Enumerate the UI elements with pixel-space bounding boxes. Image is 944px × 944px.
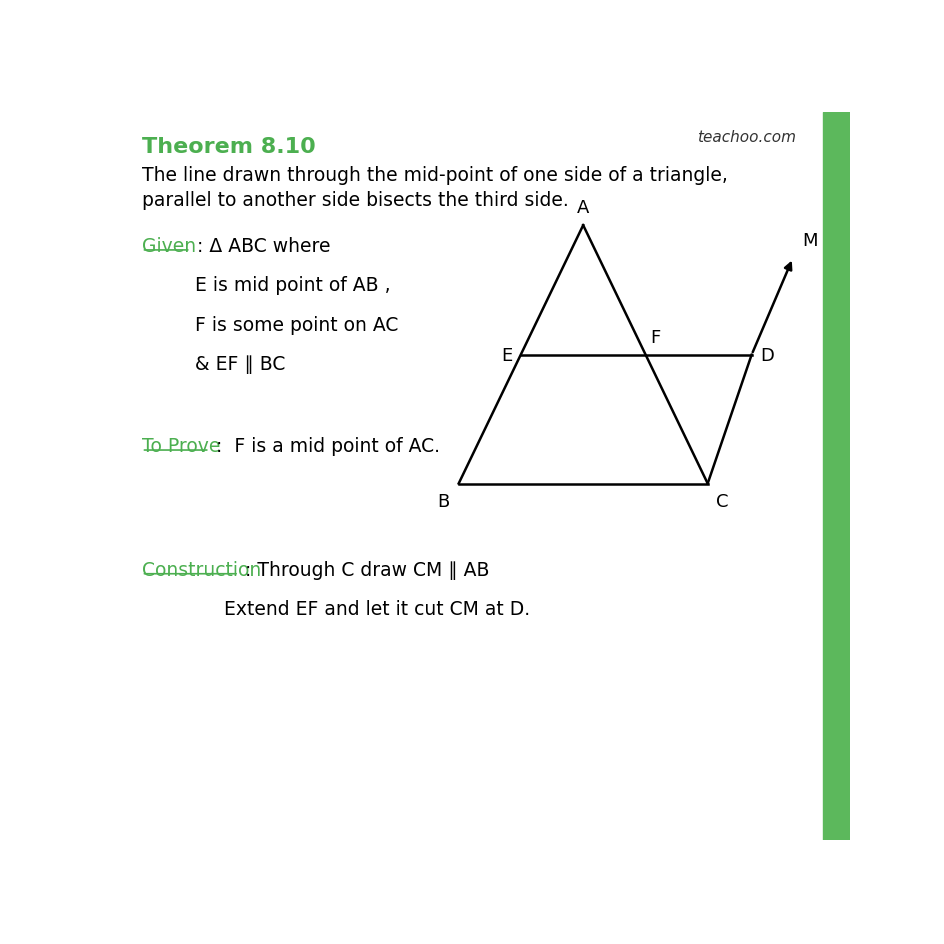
Text: A: A	[577, 199, 589, 217]
Text: parallel to another side bisects the third side.: parallel to another side bisects the thi…	[142, 191, 567, 210]
Text: To Prove: To Prove	[142, 437, 220, 456]
Text: teachoo.com: teachoo.com	[696, 130, 795, 145]
Bar	[822, 113, 850, 840]
Text: E: E	[500, 346, 512, 364]
Text: B: B	[437, 493, 449, 511]
Text: Construction: Construction	[142, 561, 261, 580]
Text: D: D	[760, 346, 773, 364]
Text: E is mid point of AB ,: E is mid point of AB ,	[194, 276, 390, 295]
Text: Theorem 8.10: Theorem 8.10	[142, 137, 315, 158]
Text: F is some point on AC: F is some point on AC	[194, 315, 398, 334]
Text: The line drawn through the mid-point of one side of a triangle,: The line drawn through the mid-point of …	[142, 165, 727, 185]
Text: Extend EF and let it cut CM at D.: Extend EF and let it cut CM at D.	[224, 599, 530, 618]
Text: F: F	[649, 329, 659, 346]
Text: & EF ∥ BC: & EF ∥ BC	[194, 355, 285, 374]
Text: Given: Given	[142, 237, 195, 256]
Text: :  F is a mid point of AC.: : F is a mid point of AC.	[210, 437, 439, 456]
Text: : Δ ABC where: : Δ ABC where	[191, 237, 329, 256]
Text: : Through C draw CM ∥ AB: : Through C draw CM ∥ AB	[239, 561, 489, 580]
Text: M: M	[801, 232, 817, 250]
Text: C: C	[716, 493, 728, 511]
